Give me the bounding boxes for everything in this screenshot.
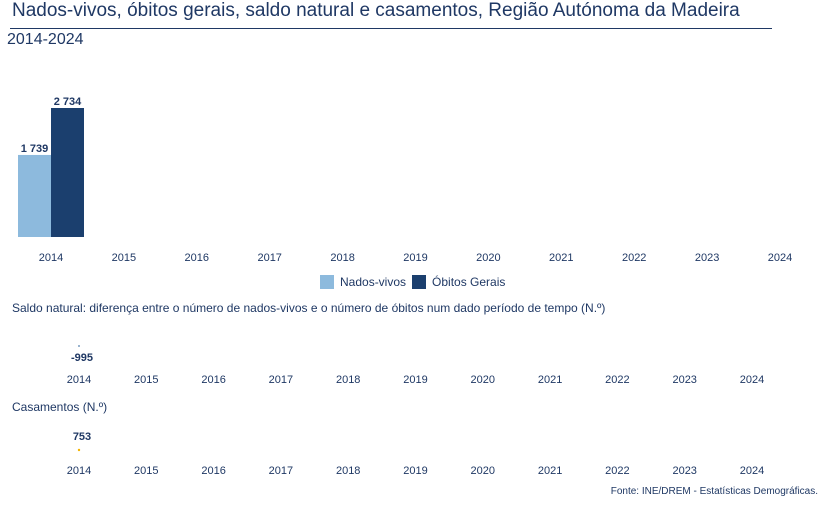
- data-label: 753: [73, 431, 91, 443]
- bar-nados-vivos: [18, 154, 51, 237]
- x-tick-label: 2017: [257, 252, 281, 264]
- x-tick-label: 2022: [605, 465, 629, 477]
- saldo-natural-label: Saldo natural: diferença entre o número …: [12, 301, 606, 315]
- x-tick-label: 2020: [471, 374, 495, 386]
- data-label: 1 739: [21, 143, 49, 155]
- x-tick-label: 2019: [403, 252, 427, 264]
- legend: Nados-vivos Óbitos Gerais: [320, 273, 511, 291]
- x-tick-label: 2024: [740, 374, 764, 386]
- x-tick-label: 2019: [403, 374, 427, 386]
- bar-obitos: [51, 108, 84, 237]
- legend-label-obitos: Óbitos Gerais: [432, 275, 506, 289]
- casamentos-point: [77, 448, 81, 452]
- x-tick-label: 2020: [476, 252, 500, 264]
- x-tick-label: 2022: [605, 374, 629, 386]
- source-note: Fonte: INE/DREM - Estatísticas Demográfi…: [610, 486, 818, 497]
- x-tick-label: 2021: [538, 374, 562, 386]
- x-tick-label: 2018: [330, 252, 354, 264]
- x-tick-label: 2017: [269, 374, 293, 386]
- x-tick-label: 2020: [471, 465, 495, 477]
- x-tick-label: 2016: [185, 252, 209, 264]
- legend-swatch-obitos: [412, 275, 427, 289]
- x-tick-label: 2016: [201, 465, 225, 477]
- legend-item-nados-vivos: Nados-vivos: [320, 275, 406, 289]
- data-label: -995: [71, 352, 93, 364]
- chart-subtitle: 2014-2024: [7, 31, 84, 48]
- title-underline: [10, 28, 772, 29]
- x-tick-label: 2015: [134, 374, 158, 386]
- x-tick-label: 2022: [622, 252, 646, 264]
- legend-item-obitos: Óbitos Gerais: [412, 275, 505, 289]
- legend-swatch-nados-vivos: [320, 275, 334, 289]
- x-tick-label: 2024: [768, 252, 792, 264]
- data-label: 2 734: [54, 96, 82, 108]
- x-tick-label: 2021: [549, 252, 573, 264]
- x-tick-label: 2014: [67, 374, 91, 386]
- x-tick-label: 2015: [112, 252, 136, 264]
- x-tick-label: 2018: [336, 465, 360, 477]
- x-tick-label: 2016: [201, 374, 225, 386]
- chart-title: Nados-vivos, óbitos gerais, saldo natura…: [12, 0, 740, 21]
- x-tick-label: 2023: [672, 374, 696, 386]
- x-tick-label: 2023: [672, 465, 696, 477]
- x-tick-label: 2017: [269, 465, 293, 477]
- saldo-point: [78, 345, 80, 347]
- x-tick-label: 2018: [336, 374, 360, 386]
- x-tick-label: 2019: [403, 465, 427, 477]
- x-tick-label: 2023: [695, 252, 719, 264]
- x-tick-label: 2014: [39, 252, 63, 264]
- x-tick-label: 2014: [67, 465, 91, 477]
- legend-label-nados-vivos: Nados-vivos: [340, 275, 407, 289]
- x-tick-label: 2015: [134, 465, 158, 477]
- x-tick-label: 2021: [538, 465, 562, 477]
- casamentos-label: Casamentos (N.º): [12, 400, 108, 414]
- x-tick-label: 2024: [740, 465, 764, 477]
